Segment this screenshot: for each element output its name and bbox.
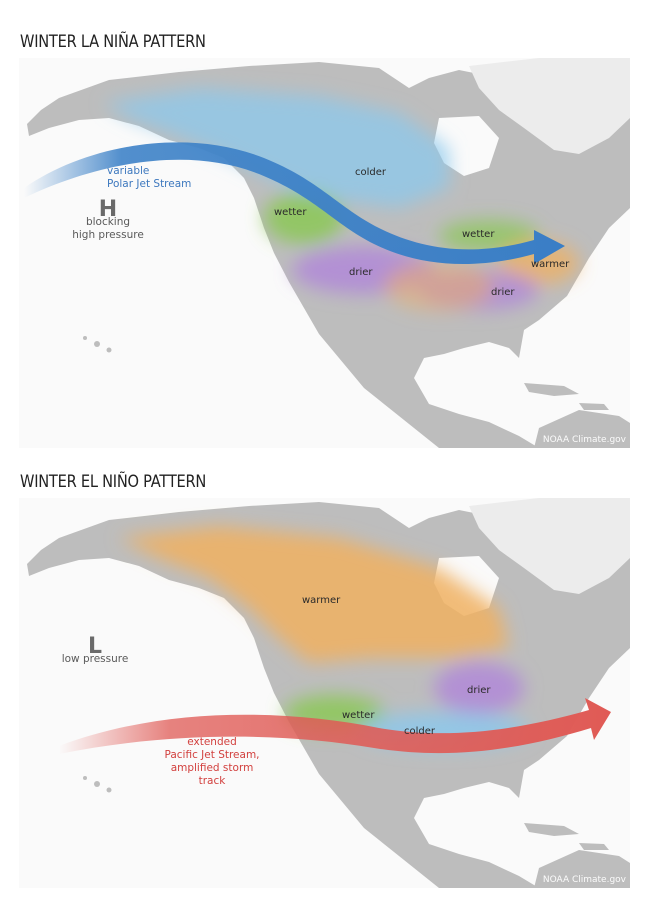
pressure-label-line1: low pressure (61, 653, 129, 665)
jet-label-line3: amplified storm (170, 762, 254, 774)
label-warmer: warmer (531, 259, 570, 270)
jet-label-line1: extended (187, 736, 237, 748)
drier-region (434, 662, 524, 714)
jet-label-line2: Pacific Jet Stream, (164, 749, 260, 761)
label-drier-sw: drier (349, 267, 373, 278)
jet-label-line1: variable (107, 165, 150, 177)
pressure-label-line1: blocking (85, 216, 131, 228)
warmer-region (119, 526, 509, 663)
la-nina-title: WINTER LA NIÑA PATTERN (20, 32, 206, 52)
pacific-jet-stream-arrow (59, 698, 611, 754)
polar-jet-stream-arrow (24, 142, 565, 265)
pressure-block: H blocking high pressure (65, 197, 151, 242)
el-nino-map: L low pressure extended Pacific Jet Stre… (19, 498, 630, 888)
credit-label: NOAA Climate.gov (542, 875, 626, 885)
la-nina-map-graphic (24, 58, 630, 448)
pressure-block: L low pressure (45, 634, 145, 666)
label-colder: colder (404, 726, 436, 737)
pressure-label-line2: high pressure (72, 229, 144, 241)
jet-label-block: extended Pacific Jet Stream, amplified s… (157, 736, 267, 788)
label-wetter-west: wetter (274, 207, 307, 218)
label-warmer: warmer (302, 595, 341, 606)
wetter-east-region (439, 220, 539, 252)
jet-label-line2: Polar Jet Stream (107, 178, 192, 190)
label-drier-se: drier (491, 287, 515, 298)
high-pressure-symbol: H (98, 197, 118, 222)
colder-region (104, 88, 449, 208)
el-nino-map-graphic (27, 498, 630, 888)
low-pressure-symbol: L (87, 634, 103, 659)
label-colder: colder (355, 167, 387, 178)
label-wetter: wetter (342, 710, 375, 721)
credit-label: NOAA Climate.gov (542, 435, 626, 445)
label-drier: drier (467, 685, 491, 696)
jet-label-line4: track (198, 775, 226, 787)
el-nino-title: WINTER EL NIÑO PATTERN (20, 472, 207, 492)
la-nina-map: variable Polar Jet Stream H blocking hig… (19, 58, 630, 448)
anomaly-regions (104, 88, 579, 311)
label-wetter-east: wetter (462, 229, 495, 240)
